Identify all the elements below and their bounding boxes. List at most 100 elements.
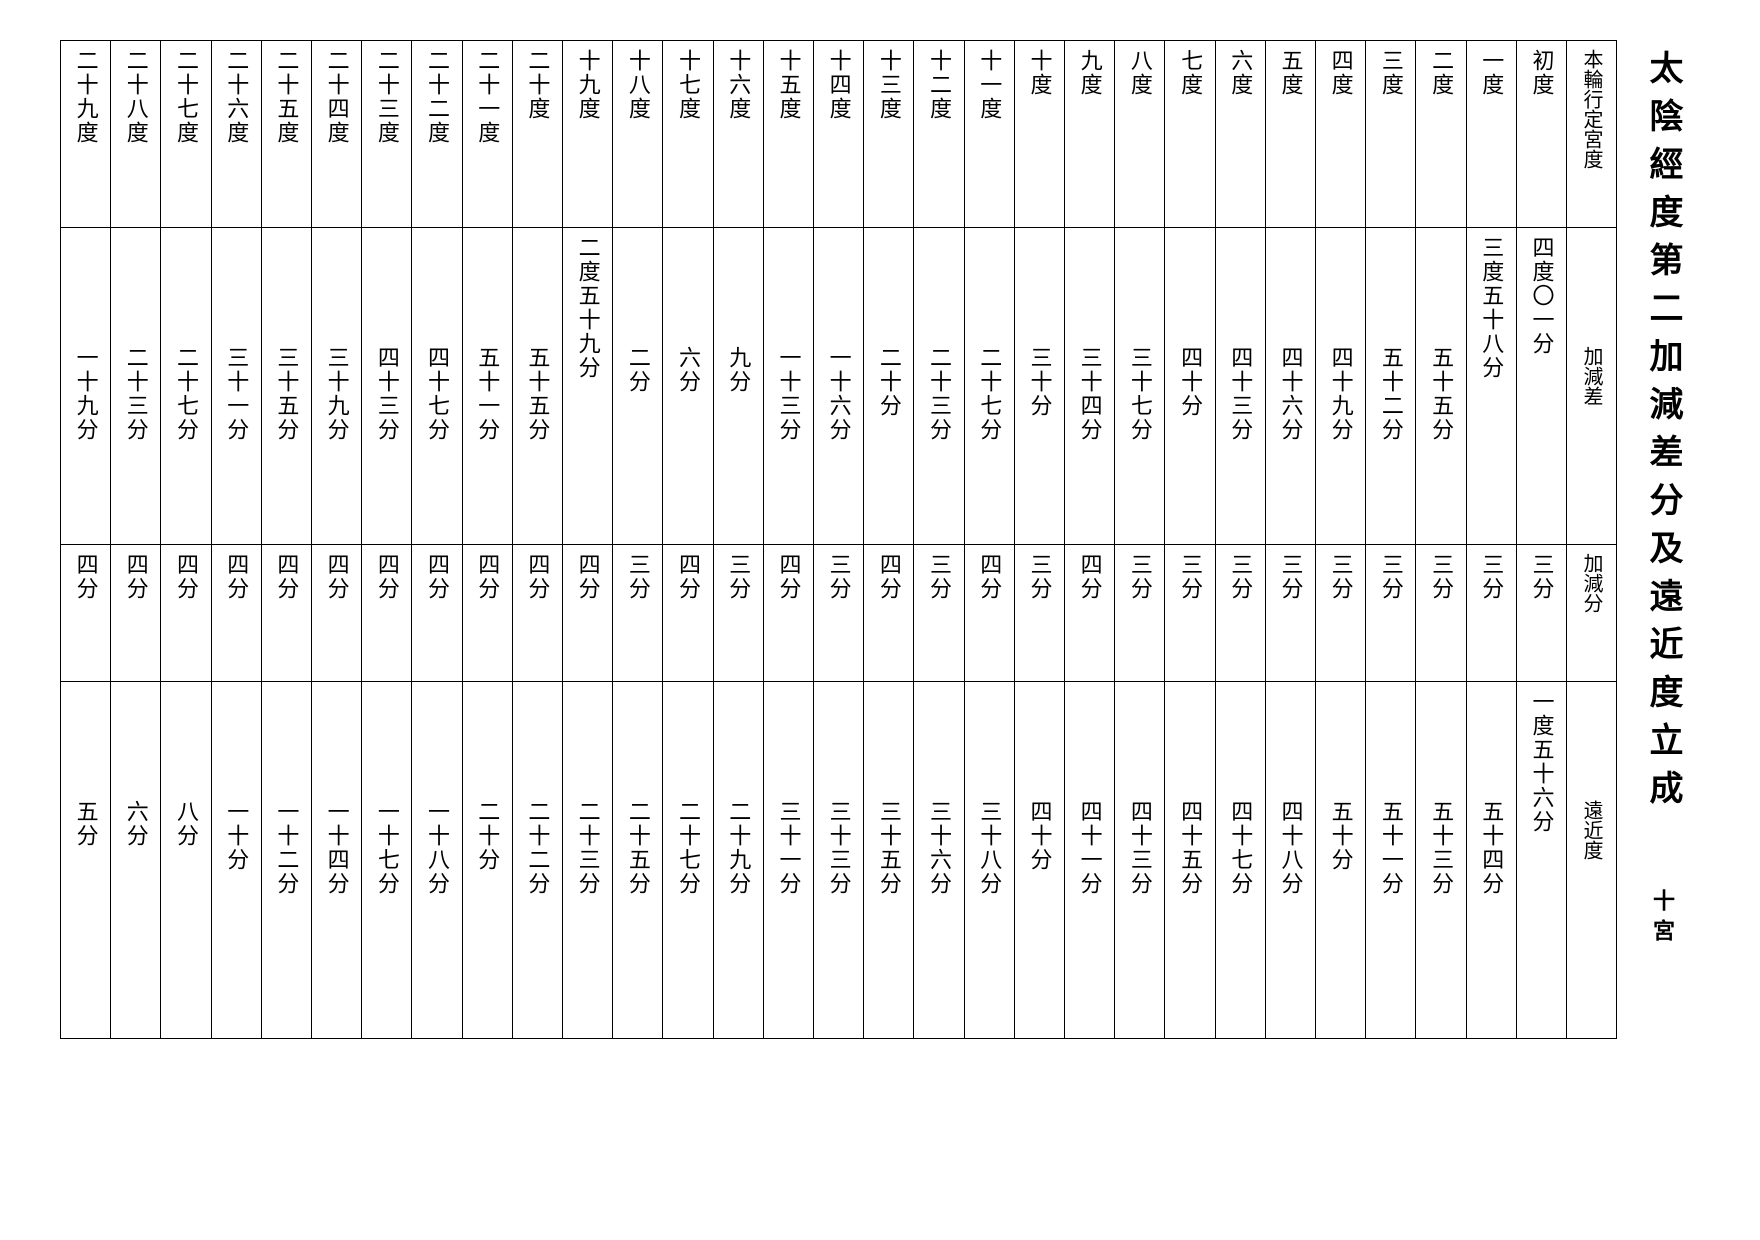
astronomy-table: 二十九度二十八度二十七度二十六度二十五度二十四度二十三度二十二度二十一度二十度十…	[60, 40, 1617, 1039]
fen-cell: 三分	[613, 545, 663, 682]
fen-cell: 三分	[1115, 545, 1165, 682]
dist-cell: 一十七分	[362, 682, 412, 1039]
diff-cell: 四十三分	[1215, 228, 1265, 545]
diff-cell: 二十七分	[161, 228, 211, 545]
diff-cell: 四十三分	[362, 228, 412, 545]
diff-cell: 三十七分	[1115, 228, 1165, 545]
diff-cell: 四十七分	[412, 228, 462, 545]
degree-cell: 二十七度	[161, 41, 211, 228]
degree-cell: 十四度	[814, 41, 864, 228]
degree-cell: 十度	[1014, 41, 1064, 228]
dist-cell: 二十九分	[713, 682, 763, 1039]
fen-cell: 四分	[412, 545, 462, 682]
degree-cell: 二十二度	[412, 41, 462, 228]
dist-cell: 四十三分	[1115, 682, 1165, 1039]
diff-cell: 五十五分	[512, 228, 562, 545]
degree-cell: 六度	[1215, 41, 1265, 228]
header-diff: 加減差	[1567, 228, 1617, 545]
degree-cell: 二十一度	[462, 41, 512, 228]
degree-cell: 四度	[1316, 41, 1366, 228]
dist-cell: 三十三分	[814, 682, 864, 1039]
degree-cell: 十九度	[563, 41, 613, 228]
degree-cell: 十一度	[964, 41, 1014, 228]
fen-cell: 四分	[1065, 545, 1115, 682]
degree-cell: 二十五度	[261, 41, 311, 228]
degree-cell: 初度	[1516, 41, 1566, 228]
diff-cell: 四十六分	[1265, 228, 1315, 545]
dist-cell: 六分	[111, 682, 161, 1039]
diff-cell: 三十四分	[1065, 228, 1115, 545]
diff-cell: 三度五十八分	[1466, 228, 1516, 545]
header-degree: 本輪行定宮度	[1567, 41, 1617, 228]
fen-cell: 三分	[1316, 545, 1366, 682]
dist-cell: 三十六分	[914, 682, 964, 1039]
dist-cell: 五十一分	[1366, 682, 1416, 1039]
fen-cell: 四分	[763, 545, 813, 682]
fen-cell: 四分	[211, 545, 261, 682]
dist-cell: 一十二分	[261, 682, 311, 1039]
diff-cell: 四度〇一分	[1516, 228, 1566, 545]
dist-cell: 三十八分	[964, 682, 1014, 1039]
dist-cell: 四十八分	[1265, 682, 1315, 1039]
header-fen: 加減分	[1567, 545, 1617, 682]
dist-cell: 二十二分	[512, 682, 562, 1039]
fen-cell: 四分	[61, 545, 111, 682]
degree-cell: 七度	[1165, 41, 1215, 228]
header-dist: 遠近度	[1567, 682, 1617, 1039]
dist-cell: 二十七分	[663, 682, 713, 1039]
dist-cell: 一十分	[211, 682, 261, 1039]
degree-cell: 八度	[1115, 41, 1165, 228]
degree-cell: 二度	[1416, 41, 1466, 228]
diff-cell: 五十五分	[1416, 228, 1466, 545]
diff-cell: 六分	[663, 228, 713, 545]
fen-cell: 三分	[1215, 545, 1265, 682]
diff-cell: 二十分	[864, 228, 914, 545]
fen-cell: 三分	[1366, 545, 1416, 682]
diff-cell: 三十分	[1014, 228, 1064, 545]
dist-cell: 一十四分	[312, 682, 362, 1039]
degree-cell: 十五度	[763, 41, 813, 228]
dist-cell: 五十分	[1316, 682, 1366, 1039]
degree-cell: 九度	[1065, 41, 1115, 228]
diff-cell: 一十三分	[763, 228, 813, 545]
fen-cell: 三分	[1466, 545, 1516, 682]
degree-cell: 三度	[1366, 41, 1416, 228]
fen-cell: 四分	[362, 545, 412, 682]
fen-cell: 三分	[914, 545, 964, 682]
dist-cell: 一度五十六分	[1516, 682, 1566, 1039]
dist-cell: 一十八分	[412, 682, 462, 1039]
fen-cell: 四分	[462, 545, 512, 682]
fen-cell: 四分	[111, 545, 161, 682]
fen-cell: 三分	[1416, 545, 1466, 682]
diff-cell: 四十九分	[1316, 228, 1366, 545]
degree-cell: 十八度	[613, 41, 663, 228]
degree-cell: 一度	[1466, 41, 1516, 228]
degree-cell: 二十九度	[61, 41, 111, 228]
degree-cell: 二十八度	[111, 41, 161, 228]
diff-cell: 二十七分	[964, 228, 1014, 545]
fen-cell: 四分	[864, 545, 914, 682]
degree-cell: 十六度	[713, 41, 763, 228]
dist-cell: 三十五分	[864, 682, 914, 1039]
dist-cell: 八分	[161, 682, 211, 1039]
diff-cell: 二十三分	[111, 228, 161, 545]
degree-cell: 二十度	[512, 41, 562, 228]
degree-cell: 十三度	[864, 41, 914, 228]
sublabel: 十宮	[1646, 889, 1679, 949]
dist-cell: 四十七分	[1215, 682, 1265, 1039]
fen-cell: 四分	[312, 545, 362, 682]
diff-cell: 四十分	[1165, 228, 1215, 545]
dist-cell: 五分	[61, 682, 111, 1039]
degree-cell: 十七度	[663, 41, 713, 228]
diff-cell: 二度五十九分	[563, 228, 613, 545]
dist-cell: 二十五分	[613, 682, 663, 1039]
fen-cell: 三分	[814, 545, 864, 682]
fen-cell: 四分	[161, 545, 211, 682]
degree-cell: 五度	[1265, 41, 1315, 228]
fen-cell: 四分	[512, 545, 562, 682]
diff-cell: 五十一分	[462, 228, 512, 545]
diff-cell: 一十六分	[814, 228, 864, 545]
dist-cell: 四十五分	[1165, 682, 1215, 1039]
dist-cell: 五十三分	[1416, 682, 1466, 1039]
diff-cell: 五十二分	[1366, 228, 1416, 545]
